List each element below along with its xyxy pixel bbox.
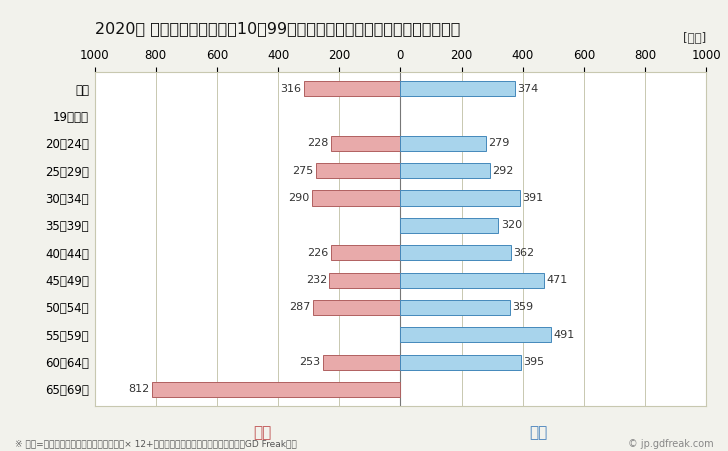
- Text: 395: 395: [523, 357, 545, 367]
- Text: 女性: 女性: [253, 425, 272, 441]
- Text: 292: 292: [492, 166, 513, 175]
- Text: 287: 287: [289, 303, 310, 313]
- Text: 320: 320: [501, 221, 522, 230]
- Text: 290: 290: [288, 193, 309, 203]
- Text: 812: 812: [128, 385, 150, 395]
- Bar: [400, 136, 486, 151]
- Text: 362: 362: [513, 248, 534, 258]
- Bar: [152, 382, 400, 397]
- Bar: [312, 300, 400, 315]
- Bar: [331, 136, 400, 151]
- Bar: [400, 300, 510, 315]
- Bar: [400, 327, 550, 342]
- Text: 374: 374: [517, 83, 539, 93]
- Text: 491: 491: [553, 330, 574, 340]
- Bar: [400, 245, 511, 260]
- Text: [万円]: [万円]: [683, 32, 706, 46]
- Text: 228: 228: [307, 138, 328, 148]
- Text: 316: 316: [280, 83, 301, 93]
- Text: 471: 471: [547, 275, 568, 285]
- Bar: [330, 272, 400, 288]
- Bar: [400, 81, 515, 96]
- Text: 2020年 民間企業（従業者数10～99人）フルタイム労働者の男女別平均年収: 2020年 民間企業（従業者数10～99人）フルタイム労働者の男女別平均年収: [95, 21, 460, 36]
- Text: 279: 279: [488, 138, 510, 148]
- Bar: [331, 245, 400, 260]
- Bar: [323, 354, 400, 370]
- Text: 男性: 男性: [529, 425, 548, 441]
- Text: 391: 391: [523, 193, 544, 203]
- Bar: [316, 163, 400, 178]
- Text: 359: 359: [513, 303, 534, 313]
- Bar: [312, 190, 400, 206]
- Text: 253: 253: [299, 357, 320, 367]
- Text: 226: 226: [308, 248, 329, 258]
- Bar: [400, 354, 521, 370]
- Text: 232: 232: [306, 275, 327, 285]
- Bar: [400, 272, 545, 288]
- Text: 275: 275: [293, 166, 314, 175]
- Bar: [400, 190, 520, 206]
- Text: © jp.gdfreak.com: © jp.gdfreak.com: [628, 439, 713, 449]
- Text: ※ 年収=「きまって支給する現金給与額」× 12+「年間賞与その他特別給与額」としてGD Freak推計: ※ 年収=「きまって支給する現金給与額」× 12+「年間賞与その他特別給与額」と…: [15, 440, 296, 449]
- Bar: [400, 218, 498, 233]
- Bar: [304, 81, 400, 96]
- Bar: [400, 163, 490, 178]
